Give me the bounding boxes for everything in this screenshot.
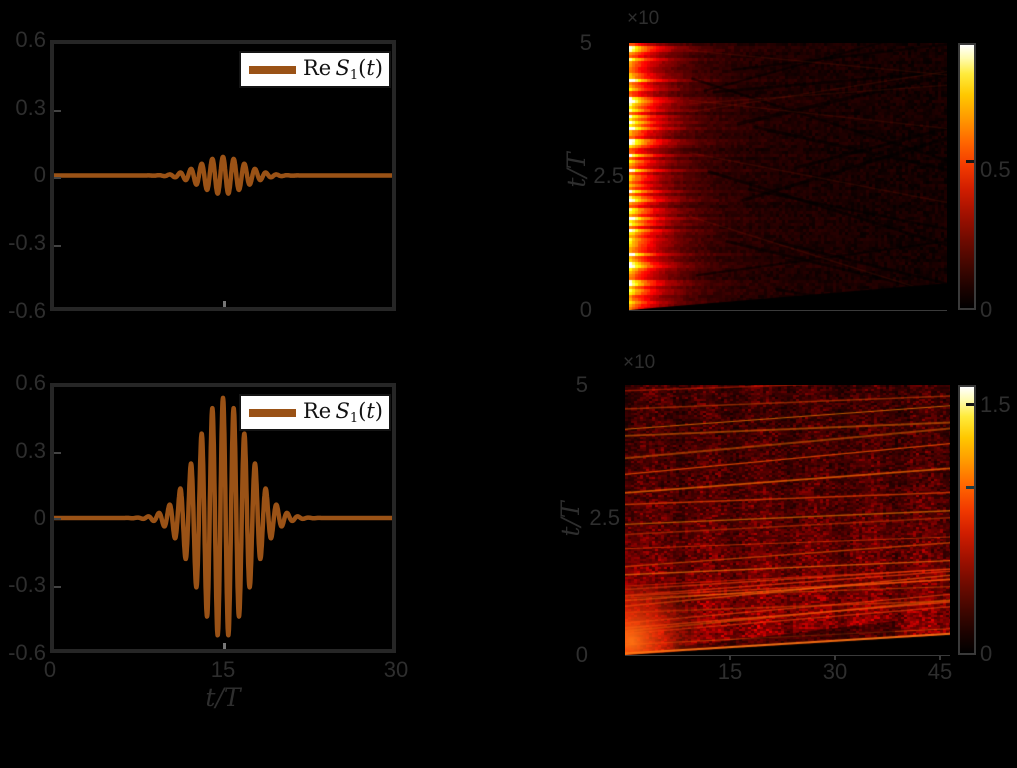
bl-ytick-0: 0 [33,505,46,530]
tl-ytick-0.6: 0.6 [15,27,46,52]
tl-ytick-m0.6: -0.6 [8,298,46,323]
bl-ytick-0.6: 0.6 [15,370,46,395]
bl-ytick-m0.6: -0.6 [8,640,46,665]
bl-ytickmark [54,586,61,588]
br-ylabel: t/T [556,501,585,537]
bl-ytickmark [54,518,61,520]
tl-waveform [54,154,392,196]
tr-ytick-2.5: 2.5 [593,163,624,188]
tr-heatmap [629,43,947,310]
br-ytick-5: 5 [575,372,588,397]
tl-ytickmark [54,245,61,247]
br-colorbar-label-1.5: 1.5 [980,392,1011,417]
tl-legend-label: Re S1(t) [303,56,383,83]
br-xtickmark-45 [939,655,941,660]
tr-axis-scale-label: ×10 [627,8,660,29]
br-colorbar-label-0: 0 [980,641,993,666]
br-xtickmark-30 [834,655,836,660]
tr-colorbar-tick-0.5 [966,160,974,163]
tl-xtickmark-15 [223,301,226,307]
tl-ytick-m0.3: -0.3 [8,230,46,255]
br-ytick-2.5: 2.5 [589,505,620,530]
br-colorbar-tick-1 [966,486,974,489]
bl-legend-line-sample [249,408,296,417]
bl-ytick-m0.3: -0.3 [8,572,46,597]
bl-legend: Re S1(t) [239,394,391,431]
tl-ytickmark [54,110,61,112]
br-colorbar-tick-1.5 [966,403,974,406]
br-heatmap [625,385,950,655]
bl-xtick-0: 0 [43,657,57,682]
br-colorbar [958,385,976,655]
br-xtick-45: 45 [927,659,953,684]
tr-colorbar-label-0: 0 [980,297,993,322]
tr-x-axis-line [629,310,947,311]
br-xtick-15: 15 [717,659,743,684]
br-axis-scale-label: ×10 [623,352,656,373]
tr-colorbar-label-0.5: 0.5 [980,157,1011,182]
tr-colorbar [958,43,976,310]
bl-xlabel: t/T [205,683,241,712]
br-xtickmark-15 [729,655,731,660]
bl-legend-label: Re S1(t) [303,399,383,426]
bl-signal-line [54,395,392,638]
tl-ytick-0.3: 0.3 [15,95,46,120]
tr-ytick-0: 0 [579,297,592,322]
bl-axes: Re S1(t) [50,383,396,653]
br-xtick-30: 30 [822,659,848,684]
bl-xtick-15: 15 [210,657,236,682]
bl-xtick-30: 30 [383,657,409,682]
tr-ylabel: t/T [562,152,591,188]
bl-xtickmark-15 [223,643,226,649]
tr-ytick-5: 5 [579,30,592,55]
tl-legend-line-sample [249,65,296,74]
tl-legend: Re S1(t) [239,51,391,88]
tl-axes: Re S1(t) [50,40,396,311]
bl-waveform [54,395,392,638]
br-x-axis-line [625,655,950,656]
bl-ytick-0.3: 0.3 [15,438,46,463]
bl-ytickmark [54,452,61,454]
tl-ytick-0: 0 [33,162,46,187]
br-ytick-0: 0 [575,642,588,667]
tl-ytickmark [54,177,61,179]
tl-signal-line [54,154,392,196]
